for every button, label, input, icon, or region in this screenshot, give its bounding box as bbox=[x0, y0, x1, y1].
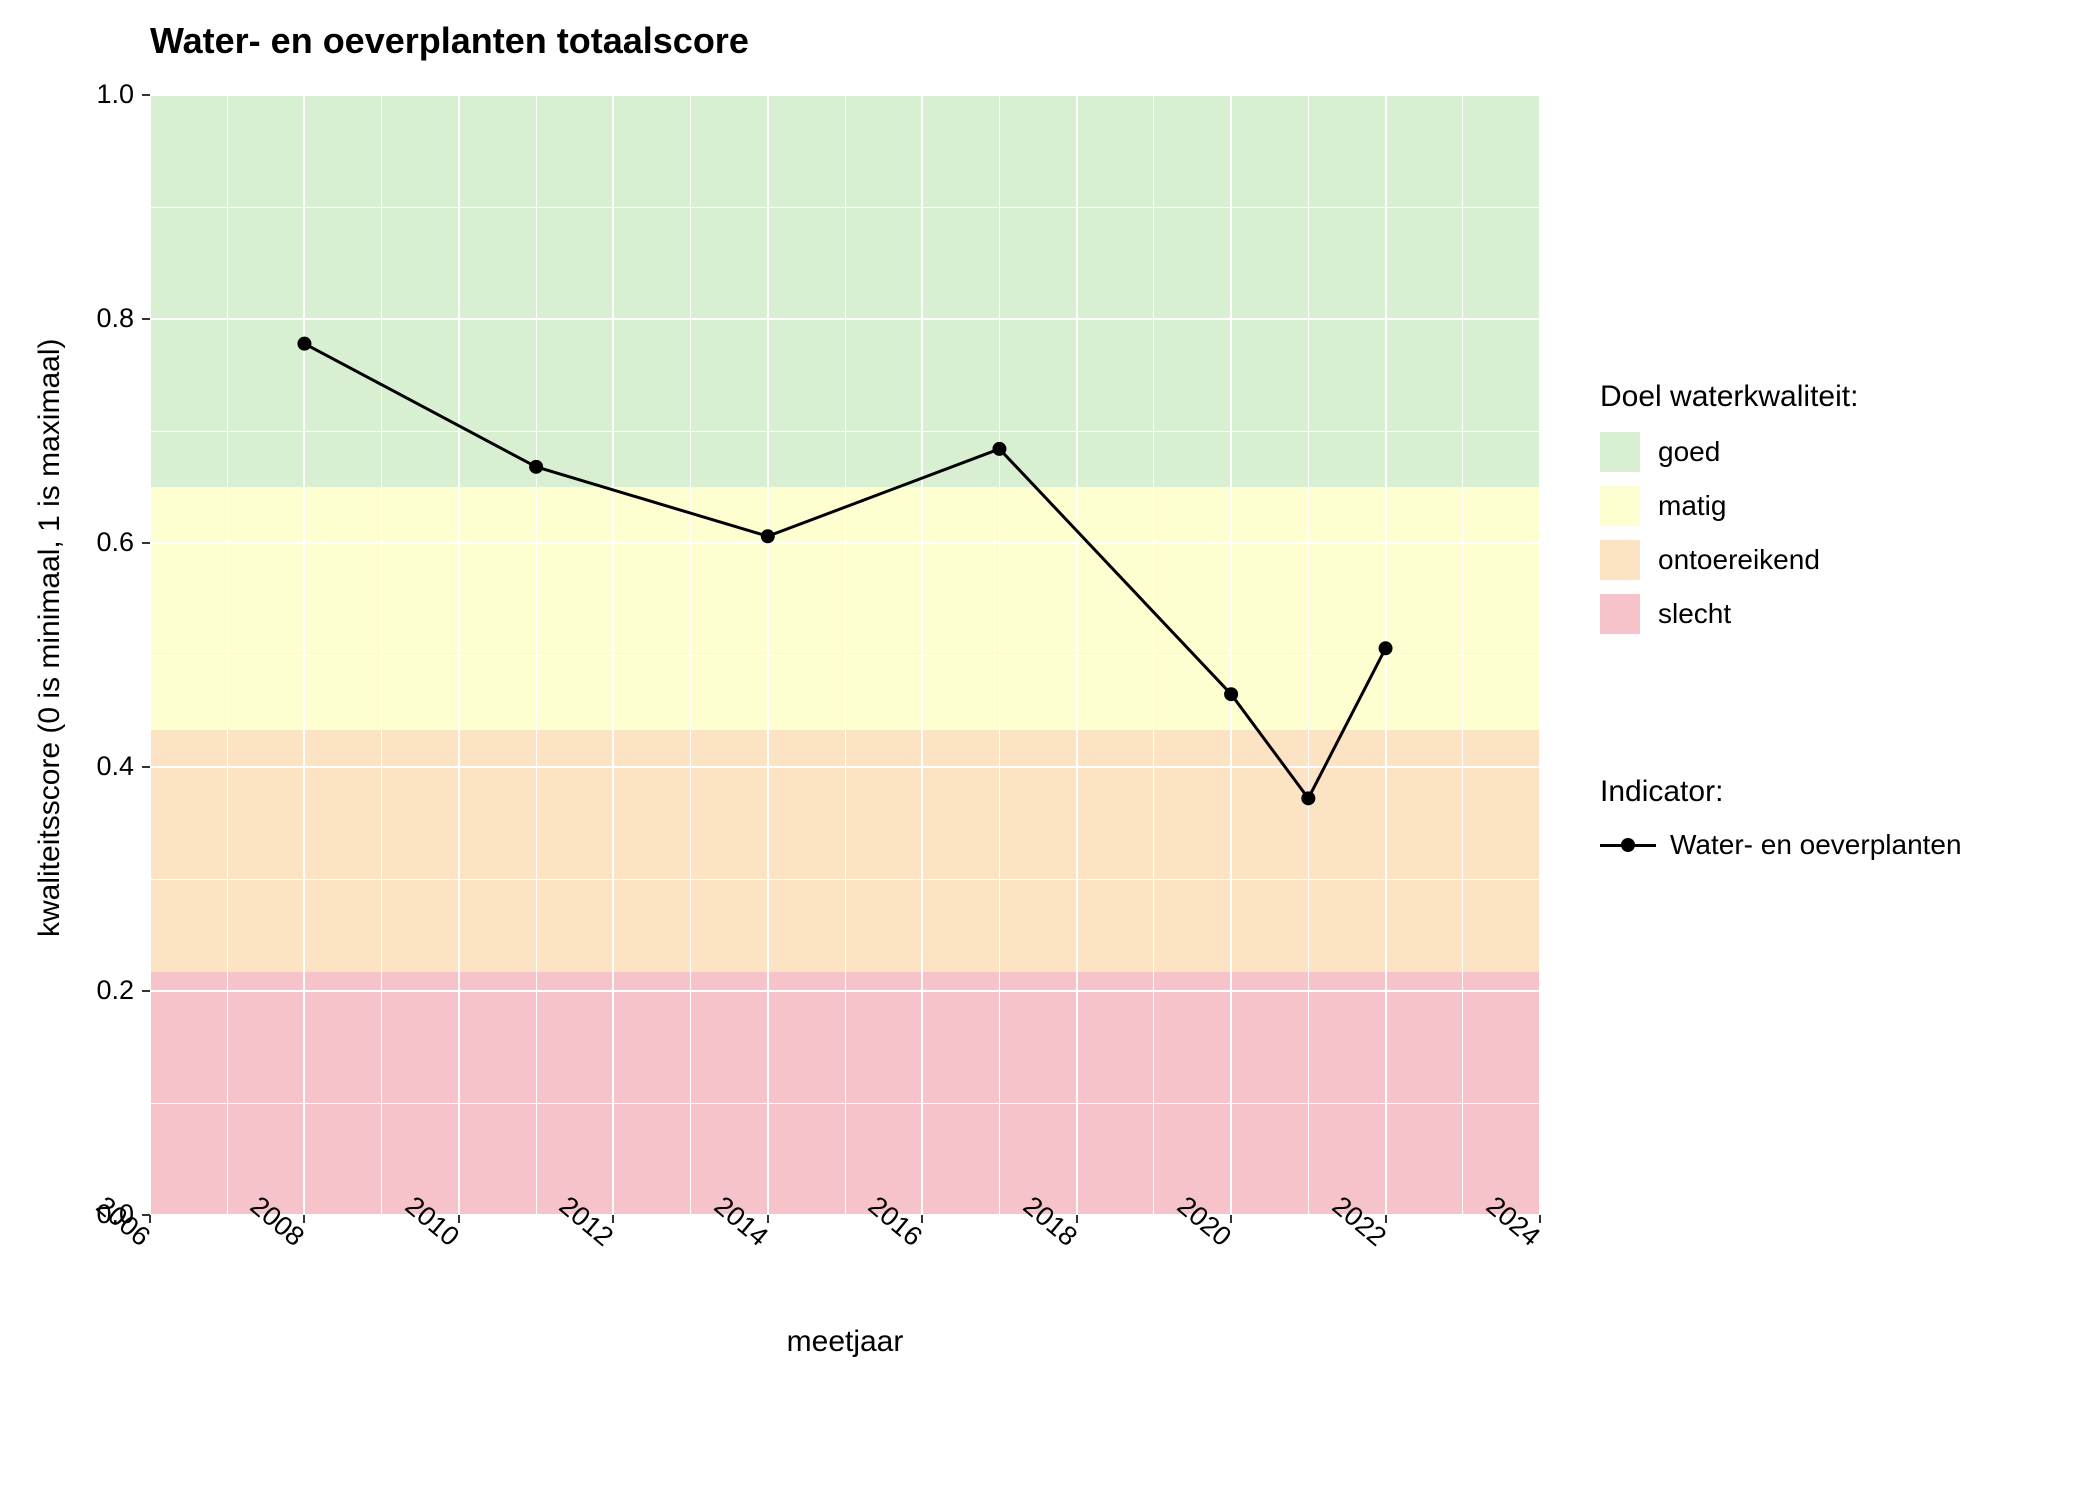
legend-indicator-item: Water- en oeverplanten bbox=[1600, 829, 1962, 861]
legend-item-label: ontoereikend bbox=[1658, 544, 1820, 576]
series-point bbox=[297, 337, 311, 351]
y-tick-label: 0.2 bbox=[64, 975, 134, 1006]
series-line bbox=[304, 344, 1385, 799]
legend-item-label: matig bbox=[1658, 490, 1726, 522]
x-tick-mark bbox=[767, 1215, 769, 1223]
y-tick-mark bbox=[142, 1214, 150, 1216]
y-tick-mark bbox=[142, 318, 150, 320]
x-tick-mark bbox=[1385, 1215, 1387, 1223]
series-point bbox=[1224, 687, 1238, 701]
series-point bbox=[761, 529, 775, 543]
legend-indicator: Indicator: Water- en oeverplanten bbox=[1600, 775, 1962, 861]
x-tick-mark bbox=[612, 1215, 614, 1223]
y-tick-mark bbox=[142, 766, 150, 768]
y-axis-label: kwaliteitsscore (0 is minimaal, 1 is max… bbox=[33, 377, 67, 937]
legend-indicator-label: Water- en oeverplanten bbox=[1670, 829, 1962, 861]
y-tick-label: 0.8 bbox=[64, 303, 134, 334]
legend-swatch bbox=[1600, 432, 1640, 472]
legend-swatch bbox=[1600, 486, 1640, 526]
legend-quality-title: Doel waterkwaliteit: bbox=[1600, 380, 1858, 414]
x-tick-mark bbox=[921, 1215, 923, 1223]
series-svg bbox=[150, 95, 1540, 1215]
chart-container: Water- en oeverplanten totaalscore kwali… bbox=[0, 0, 2100, 1500]
legend-item-label: goed bbox=[1658, 436, 1720, 468]
y-tick-mark bbox=[142, 94, 150, 96]
y-tick-mark bbox=[142, 990, 150, 992]
x-tick-mark bbox=[1230, 1215, 1232, 1223]
legend-swatch bbox=[1600, 594, 1640, 634]
x-tick-mark bbox=[303, 1215, 305, 1223]
x-tick-mark bbox=[149, 1215, 151, 1223]
series-point bbox=[992, 442, 1006, 456]
series-point bbox=[1301, 791, 1315, 805]
legend-indicator-title: Indicator: bbox=[1600, 775, 1962, 809]
y-tick-mark bbox=[142, 542, 150, 544]
x-tick-mark bbox=[1076, 1215, 1078, 1223]
legend-indicator-symbol bbox=[1600, 835, 1656, 855]
legend-quality-bands: Doel waterkwaliteit: goed matig ontoereiken… bbox=[1600, 380, 1858, 648]
x-tick-mark bbox=[1539, 1215, 1541, 1223]
series-point bbox=[529, 460, 543, 474]
legend-quality-item: ontoereikend bbox=[1600, 540, 1858, 580]
y-tick-label: 0.0 bbox=[64, 1199, 134, 1230]
x-tick-mark bbox=[458, 1215, 460, 1223]
plot-area bbox=[150, 95, 1540, 1215]
legend-quality-item: goed bbox=[1600, 432, 1858, 472]
y-tick-label: 0.6 bbox=[64, 527, 134, 558]
y-tick-label: 0.4 bbox=[64, 751, 134, 782]
chart-title: Water- en oeverplanten totaalscore bbox=[150, 20, 749, 62]
x-axis-label: meetjaar bbox=[150, 1325, 1540, 1359]
series-point bbox=[1379, 641, 1393, 655]
legend-item-label: slecht bbox=[1658, 598, 1731, 630]
legend-quality-item: slecht bbox=[1600, 594, 1858, 634]
y-tick-label: 1.0 bbox=[64, 79, 134, 110]
legend-quality-item: matig bbox=[1600, 486, 1858, 526]
legend-swatch bbox=[1600, 540, 1640, 580]
